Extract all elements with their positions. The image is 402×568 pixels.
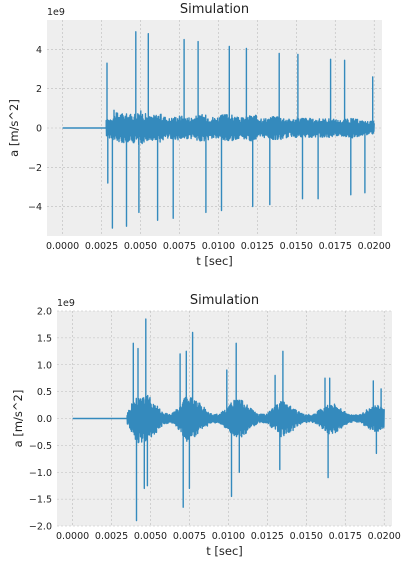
chart-top: 0.0000 0.0025 0.0050 0.0075 0.0100 0.0125 0.01… — [7, 2, 391, 268]
y-tick-label: −4 — [28, 202, 42, 213]
y-tick-label: −1.5 — [29, 495, 52, 506]
y-tick-label: −2 — [28, 163, 42, 174]
chart-title: Simulation — [180, 2, 249, 17]
y-tick-label: 2.0 — [37, 307, 52, 318]
y-axis-label: a [m/s^2] — [11, 390, 25, 448]
x-axis-label: t [sec] — [196, 254, 233, 268]
y-tick-label: 0.5 — [37, 387, 52, 398]
x-tick-label: 0.0025 — [95, 531, 128, 542]
y-tick-label: 4 — [36, 45, 42, 56]
y-axis-label: a [m/s^2] — [7, 99, 21, 157]
y-tick-label: −2.0 — [29, 522, 52, 533]
series-line — [72, 318, 385, 522]
y-tick-label: 2 — [36, 84, 42, 95]
y-offset-label: 1e9 — [57, 298, 75, 309]
x-tick-label: 0.0175 — [319, 241, 352, 252]
chart-title: Simulation — [190, 293, 259, 308]
x-tick-label: 0.0150 — [280, 241, 313, 252]
x-tick-label: 0.0025 — [85, 241, 118, 252]
y-tick-label: 0 — [36, 124, 42, 135]
y-tick-label: 0.0 — [37, 414, 52, 425]
x-tick-label: 0.0100 — [212, 531, 245, 542]
x-tick-label: 0.0125 — [241, 241, 274, 252]
y-offset-label: 1e9 — [47, 7, 65, 18]
x-tick-label: 0.0075 — [163, 241, 196, 252]
x-tick-label: 0.0125 — [251, 531, 284, 542]
x-tick-label: 0.0200 — [358, 241, 391, 252]
x-tick-label: 0.0175 — [329, 531, 362, 542]
y-tick-label: 1.0 — [37, 360, 52, 371]
x-tick-label: 0.0000 — [46, 241, 79, 252]
y-tick-label: −0.5 — [29, 441, 52, 452]
x-tick-label: 0.0050 — [134, 531, 167, 542]
chart-bottom: 0.0000 0.0025 0.0050 0.0075 0.0100 0.0125 0.01… — [11, 293, 401, 558]
x-tick-label: 0.0150 — [290, 531, 323, 542]
x-tick-label: 0.0200 — [368, 531, 401, 542]
x-tick-label: 0.0100 — [202, 241, 235, 252]
y-tick-label: −1.0 — [29, 468, 52, 479]
x-axis-label: t [sec] — [206, 544, 243, 558]
x-tick-label: 0.0000 — [56, 531, 89, 542]
x-tick-label: 0.0050 — [124, 241, 157, 252]
series-line — [62, 31, 375, 229]
y-tick-label: 1.5 — [37, 333, 52, 344]
x-tick-label: 0.0075 — [173, 531, 206, 542]
